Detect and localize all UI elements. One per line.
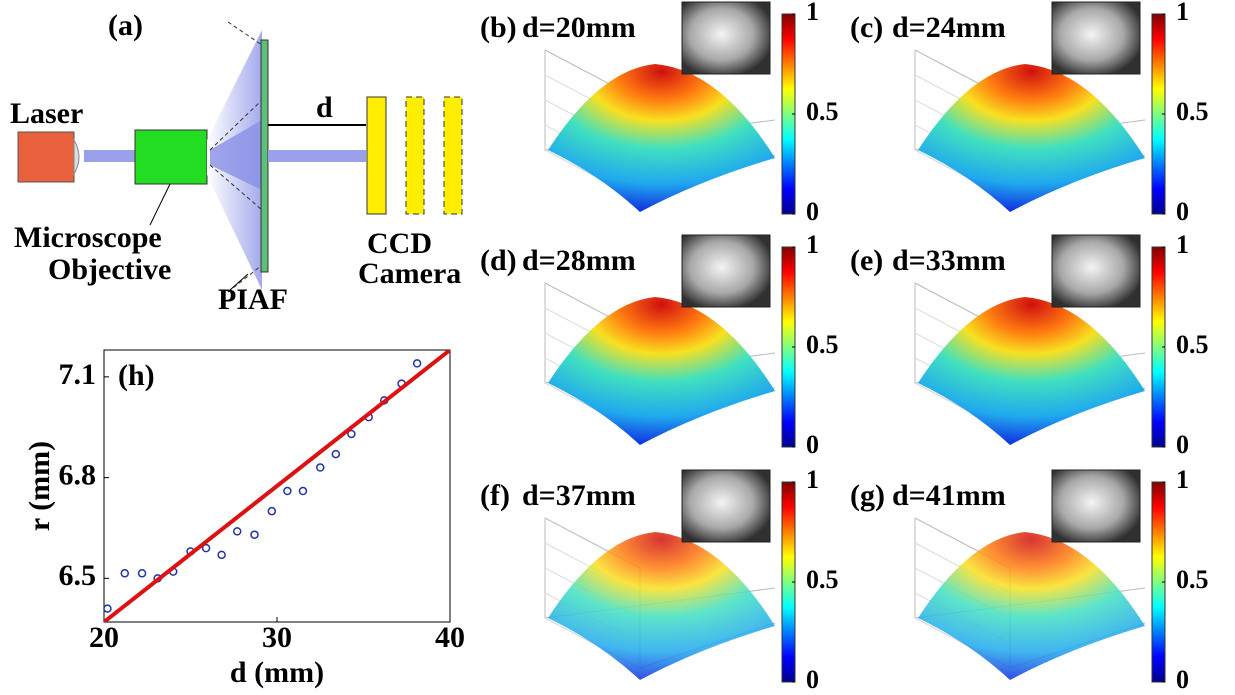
panel-label: (e)	[850, 244, 883, 277]
distance-label: d	[316, 91, 333, 124]
objective	[135, 130, 207, 184]
y-tick-label: 7.1	[59, 358, 97, 391]
colorbar-tick-label: 0.5	[806, 565, 839, 594]
colorbar-tick-label: 1	[806, 0, 819, 26]
laser-aperture	[74, 140, 79, 174]
panel-title: d=24mm	[892, 11, 1006, 44]
colorbar-tick-label: 1	[1176, 0, 1189, 26]
laser	[18, 132, 74, 182]
objective-label: Objective	[48, 253, 171, 286]
piaf-label: PIAF	[218, 283, 288, 316]
inset-image	[1052, 235, 1140, 307]
surface	[918, 64, 1145, 212]
colorbar-tick-label: 1	[806, 230, 819, 259]
panel-title: d=41mm	[892, 479, 1006, 512]
surface-panel: (b)d=20mm 0 0.5 1	[480, 0, 839, 226]
surface-panel: (d)d=28mm 0 0.5 1	[480, 230, 839, 459]
y-tick-label: 6.5	[59, 559, 97, 592]
inset-image	[1052, 2, 1140, 74]
data-point	[284, 488, 291, 495]
colorbar-tick-label: 0	[1176, 430, 1189, 459]
data-point	[251, 531, 258, 538]
colorbar-tick-label: 0.5	[806, 330, 839, 359]
data-point	[234, 528, 241, 535]
pointer	[150, 184, 170, 225]
colorbar-tick-label: 0.5	[1176, 330, 1209, 359]
data-point	[218, 551, 225, 558]
colorbar-tick-label: 0	[1176, 197, 1189, 226]
data-point	[139, 570, 146, 577]
surface	[548, 297, 775, 445]
colorbar-tick-label: 0.5	[1176, 565, 1209, 594]
surface-panel: (c) d=24mm 0 0.5 1	[850, 0, 1209, 226]
colorbar-tick-label: 1	[806, 465, 819, 494]
ccd-label: Camera	[358, 257, 461, 290]
colorbar-tick-label: 0	[806, 430, 819, 459]
ccd	[367, 97, 386, 214]
inset-image	[682, 2, 770, 74]
beam	[268, 150, 366, 162]
colorbar-tick-label: 0.5	[806, 97, 839, 126]
colorbar-tick-label: 0	[806, 665, 819, 694]
x-tick-label: 20	[89, 621, 119, 654]
ccd-label: CCD	[367, 227, 432, 260]
colorbar-tick-label: 0	[806, 197, 819, 226]
colorbar-tick-label: 0	[1176, 665, 1189, 694]
colorbar-tick-label: 0.5	[1176, 97, 1209, 126]
data-point	[104, 605, 111, 612]
surface-panel: (e) d=33mm 0 0.5 1	[850, 230, 1209, 459]
figure: (a) Laser d Microscope Objective PIAF CC…	[0, 0, 1235, 695]
ccd-position	[406, 97, 424, 214]
data-point	[268, 508, 275, 515]
setup-diagram: (a) Laser d Microscope Objective PIAF CC…	[10, 9, 462, 316]
beam	[84, 150, 136, 162]
x-tick-label: 30	[262, 621, 292, 654]
y-axis-label: r (mm)	[23, 441, 56, 531]
panel-title: d=37mm	[522, 479, 636, 512]
panel-label: (h)	[118, 359, 155, 392]
colorbar-tick-label: 1	[1176, 465, 1189, 494]
surface	[548, 532, 775, 680]
data-point	[317, 464, 324, 471]
panel-label: (c)	[850, 11, 883, 44]
panel-title: d=33mm	[892, 244, 1006, 277]
x-axis-label: d (mm)	[230, 656, 324, 689]
panel-title: d=28mm	[522, 244, 636, 277]
surface	[548, 64, 775, 212]
panel-label: (d)	[480, 244, 517, 277]
colorbar-tick-label: 1	[1176, 230, 1189, 259]
ccd-position	[444, 97, 462, 214]
inset-image	[1052, 470, 1140, 542]
y-tick-label: 6.8	[59, 458, 97, 491]
panel-label: (f)	[480, 479, 510, 512]
panel-label: (a)	[108, 9, 143, 42]
surface	[918, 297, 1145, 445]
panel-title: d=20mm	[522, 11, 636, 44]
inset-image	[682, 235, 770, 307]
piaf-plate	[261, 40, 268, 272]
data-point	[299, 488, 306, 495]
inset-image	[682, 470, 770, 542]
surface	[918, 532, 1145, 680]
objective-label: Microscope	[14, 221, 162, 254]
data-point	[414, 360, 421, 367]
data-point	[332, 451, 339, 458]
surface-panel: (g)d=41mm 0 0.5 1	[850, 465, 1209, 694]
x-tick-label: 40	[435, 621, 465, 654]
panel-label: (g)	[850, 479, 885, 512]
data-point	[121, 570, 128, 577]
panel-label: (b)	[480, 11, 517, 44]
fit-line	[104, 350, 450, 622]
laser-label: Laser	[10, 97, 83, 130]
surface-panel: (f) d=37mm 0 0.5 1	[480, 465, 839, 694]
